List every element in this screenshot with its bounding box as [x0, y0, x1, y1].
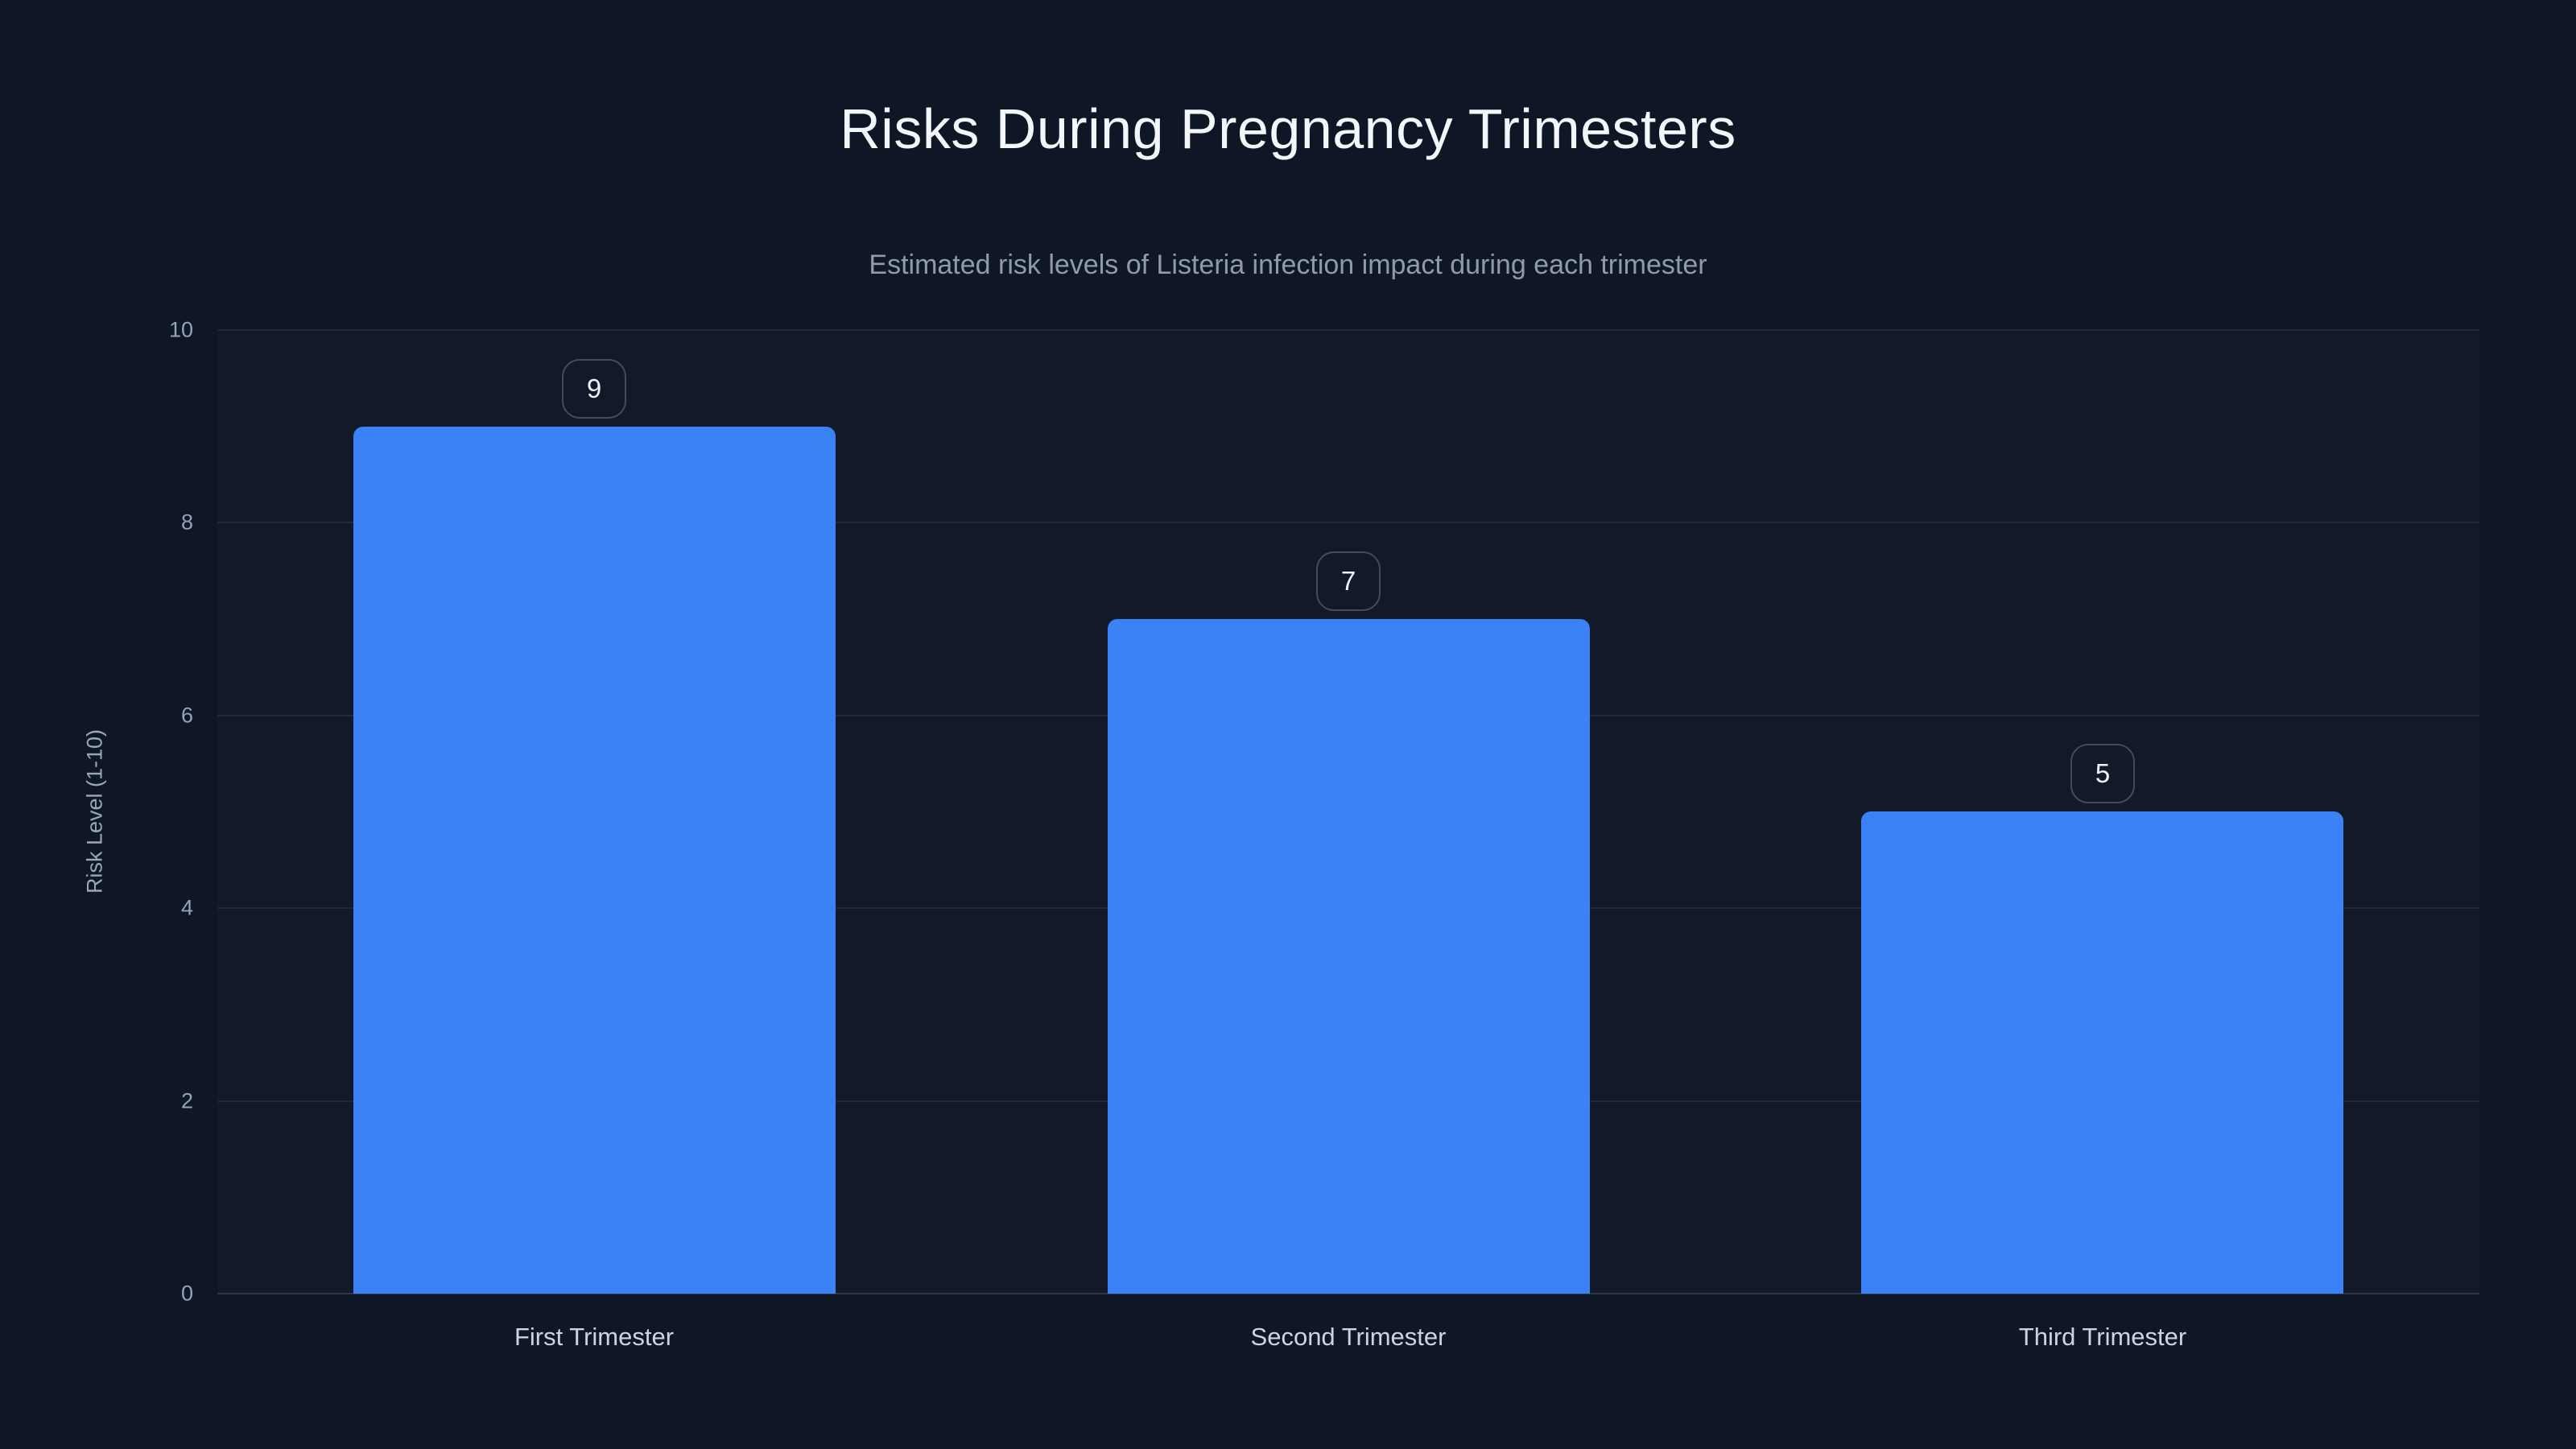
x-axis-category-label: Second Trimester	[1250, 1323, 1447, 1351]
y-tick-label: 0	[180, 1281, 193, 1306]
gridline	[217, 522, 2479, 524]
value-label-badge: 9	[562, 359, 626, 419]
x-axis-line	[217, 1293, 2479, 1294]
gridline	[217, 329, 2479, 331]
y-tick-label: 10	[168, 317, 193, 342]
chart-subtitle: Estimated risk levels of Listeria infect…	[869, 250, 1707, 280]
y-tick-label: 4	[180, 895, 193, 920]
chart-title: Risks During Pregnancy Trimesters	[840, 97, 1736, 160]
y-axis-title: Risk Level (1-10)	[82, 729, 107, 894]
y-tick-label: 8	[180, 510, 193, 535]
bar-second-trimester[interactable]	[1108, 619, 1590, 1294]
plot-area: 0 2 4 6 8 10 9 First Trimester 7 Second Trimester…	[169, 319, 2479, 1351]
bar-third-trimester[interactable]	[1861, 811, 2343, 1294]
y-tick-label: 2	[180, 1088, 193, 1113]
value-label-badge: 7	[1316, 551, 1381, 611]
bar-first-trimester[interactable]	[353, 427, 836, 1294]
x-axis-category-label: First Trimester	[514, 1323, 675, 1351]
x-axis-category-label: Third Trimester	[2018, 1323, 2187, 1351]
value-label-badge: 5	[2070, 744, 2135, 803]
y-tick-label: 6	[180, 703, 193, 728]
